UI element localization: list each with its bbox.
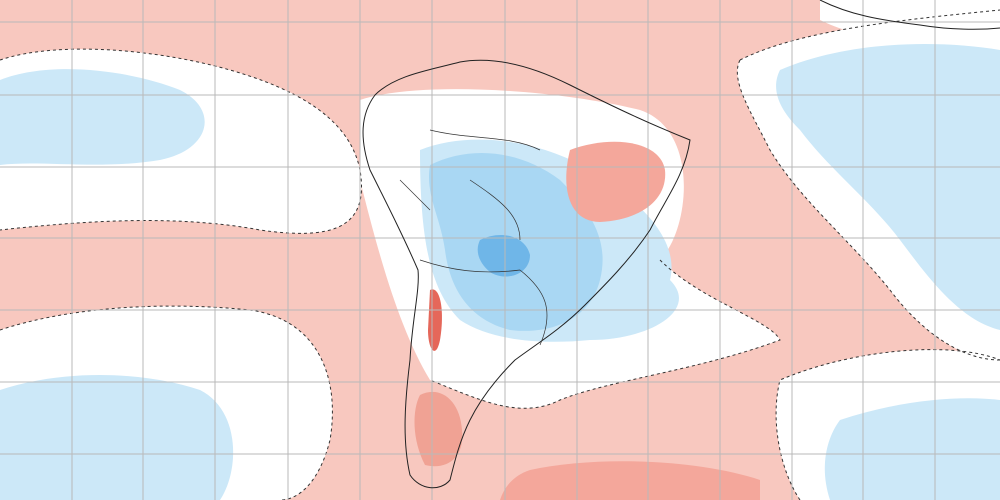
warm-zone — [500, 461, 760, 500]
cool-zone — [776, 44, 1000, 331]
coastline — [362, 59, 691, 489]
borders — [399, 129, 548, 346]
warm-zone — [566, 141, 666, 222]
contours — [0, 9, 1000, 500]
cool-zone — [824, 398, 1000, 500]
coastline — [819, 0, 1000, 30]
cool-zone — [0, 69, 205, 165]
cool-zone-core — [477, 235, 530, 277]
cool-zone — [0, 375, 234, 500]
contour — [0, 48, 362, 234]
warm-zone-strong — [428, 289, 442, 351]
warm-zone — [414, 391, 463, 467]
contour — [775, 349, 1000, 500]
contour — [736, 9, 1000, 361]
contour — [429, 259, 781, 409]
contour — [0, 305, 333, 500]
